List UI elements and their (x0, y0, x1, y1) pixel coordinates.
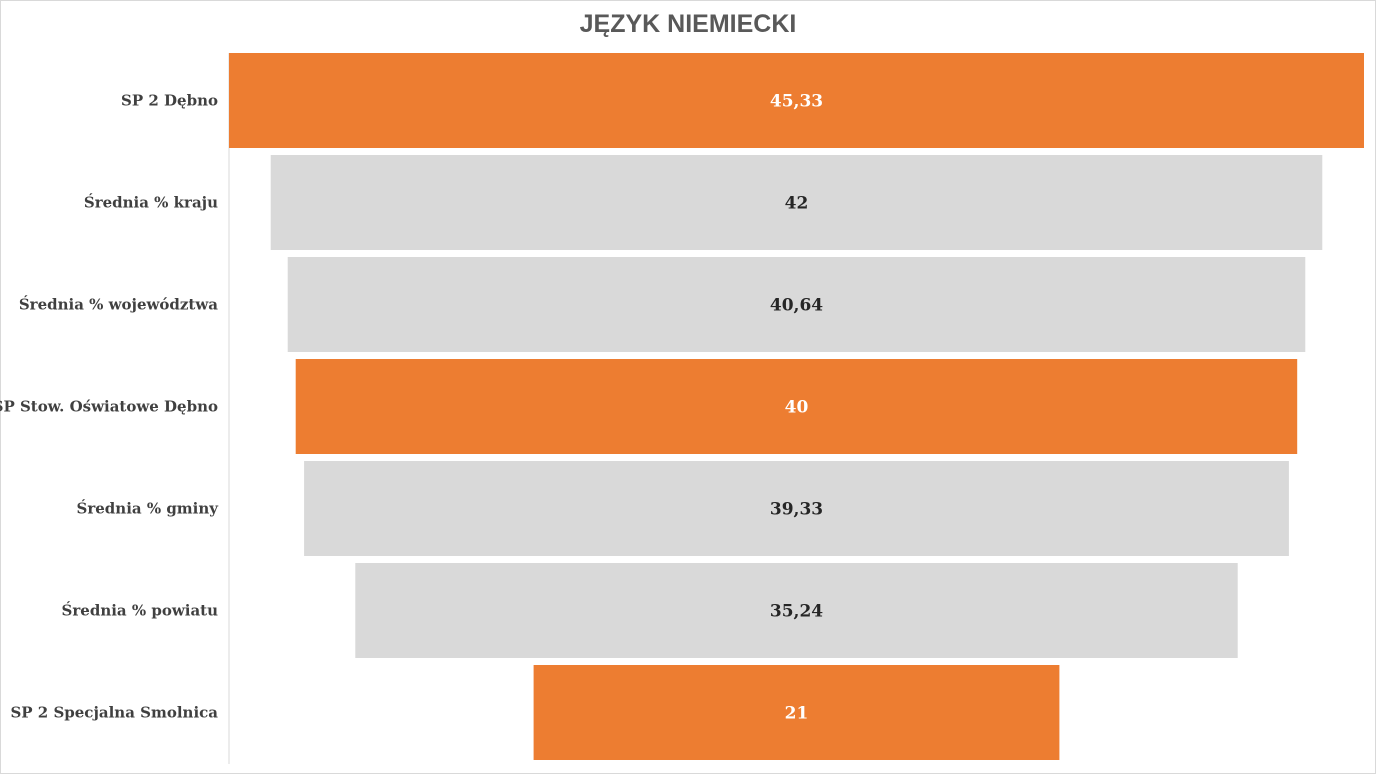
data-label: 40 (785, 398, 809, 418)
funnel-bar (355, 563, 1238, 658)
category-label: Średnia % kraju (84, 194, 218, 212)
data-label: 45,33 (770, 92, 823, 112)
category-label: Średnia % województwa (19, 296, 218, 314)
category-label: SP Stow. Oświatowe Dębno (0, 398, 218, 416)
funnel-bar (270, 155, 1323, 250)
funnel-bar (304, 461, 1289, 556)
funnel-bar (295, 359, 1298, 454)
funnel-bar (287, 257, 1306, 352)
category-label: SP 2 Dębno (121, 92, 218, 110)
data-label: 40,64 (770, 296, 823, 316)
category-label: Średnia % gminy (77, 500, 220, 518)
funnel-bar (533, 665, 1060, 760)
data-label: 21 (785, 704, 809, 724)
data-label: 35,24 (770, 602, 823, 622)
data-label: 39,33 (770, 500, 823, 520)
category-label: SP 2 Specjalna Smolnica (10, 704, 218, 722)
funnel-bar (229, 53, 1364, 148)
data-label: 42 (785, 194, 809, 214)
category-label: Średnia % powiatu (62, 602, 219, 620)
chart-title: JĘZYK NIEMIECKI (579, 10, 797, 38)
